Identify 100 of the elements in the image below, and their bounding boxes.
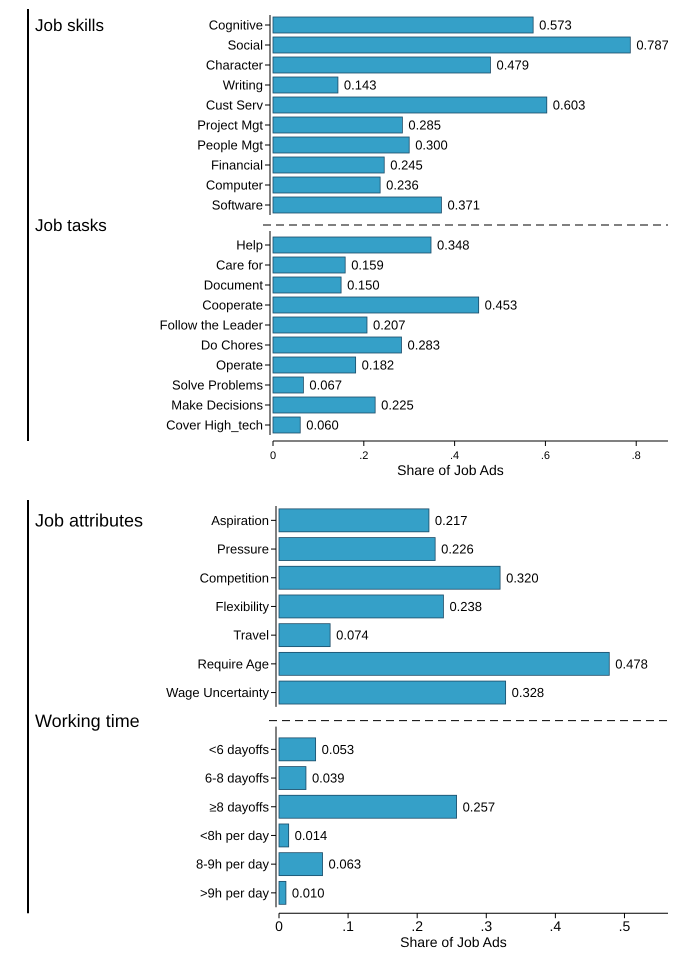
data-label: 0.226 — [441, 542, 474, 557]
y-tick-label: Follow the Leader — [160, 318, 264, 333]
bar — [272, 36, 631, 54]
y-tick-label: >9h per day — [200, 885, 270, 900]
bar — [272, 196, 442, 214]
data-label: 0.060 — [306, 418, 339, 433]
y-tick-label: Financial — [210, 158, 264, 173]
bar — [272, 16, 534, 34]
data-label: 0.039 — [312, 770, 344, 786]
data-label: 0.320 — [506, 570, 539, 586]
bar — [272, 156, 385, 174]
y-tick-label: Wage Uncertainty — [166, 685, 270, 700]
y-tick-label: ≥8 dayoffs — [209, 799, 270, 814]
bar — [278, 852, 323, 876]
bar — [272, 76, 338, 94]
bar — [272, 356, 356, 374]
y-tick-label: Document — [204, 278, 264, 293]
x-tick-label: 0 — [270, 450, 276, 462]
x-axis-title: Share of Job Ads — [400, 934, 507, 950]
data-label: 0.257 — [462, 799, 496, 814]
y-tick-label: Do Chores — [200, 338, 264, 353]
bar — [278, 566, 500, 590]
data-label: 0.063 — [328, 856, 362, 872]
bar — [272, 276, 342, 294]
y-tick-label: Project Mgt — [197, 118, 264, 133]
data-label: 0.225 — [381, 398, 414, 413]
data-label: 0.010 — [292, 885, 324, 900]
y-tick-label: Character — [206, 58, 264, 73]
y-tick-label: Care for — [216, 258, 264, 273]
y-tick-label: Make Decisions — [171, 398, 264, 413]
bar — [278, 594, 444, 618]
x-tick-label: 0 — [275, 918, 284, 934]
text: Working time — [35, 710, 140, 731]
bar — [272, 336, 402, 354]
bar — [278, 680, 506, 704]
data-label: 0.236 — [386, 178, 419, 193]
data-label: 0.182 — [362, 358, 394, 373]
data-label: 0.150 — [347, 278, 380, 293]
data-label: 0.328 — [512, 685, 544, 700]
data-label: 0.283 — [407, 338, 440, 353]
bar — [272, 116, 403, 134]
x-tick-label: .1 — [342, 918, 354, 934]
data-label: 0.453 — [484, 298, 518, 313]
x-tick-label: .8 — [632, 450, 641, 462]
bar — [272, 256, 346, 274]
bar — [272, 236, 432, 254]
data-label: 0.285 — [408, 118, 441, 133]
bar — [272, 396, 376, 414]
data-label: 0.245 — [390, 158, 423, 173]
y-tick-label: 6-8 dayoffs — [204, 770, 270, 786]
bar — [278, 652, 610, 676]
y-tick-label: Require Age — [197, 656, 269, 672]
y-tick-label: Cust Serv — [206, 98, 264, 113]
x-tick-label: .6 — [540, 450, 550, 462]
data-label: 0.074 — [336, 628, 369, 643]
y-tick-label: Aspiration — [211, 512, 269, 528]
x-tick-label: .5 — [618, 918, 631, 934]
data-label: 0.014 — [294, 828, 328, 843]
data-label: 0.217 — [434, 512, 468, 528]
data-label: 0.159 — [351, 258, 384, 273]
text: Job attributes — [35, 510, 144, 531]
y-tick-label: <8h per day — [200, 828, 270, 843]
data-label: 0.053 — [322, 742, 354, 757]
bar — [278, 880, 286, 905]
bar — [278, 537, 436, 561]
y-tick-label: Cooperate — [202, 298, 263, 313]
bar — [278, 508, 430, 532]
text: Job tasks — [35, 216, 107, 235]
y-tick-label: Travel — [233, 628, 270, 643]
x-axis-title: Share of Job Ads — [397, 462, 504, 478]
y-tick-label: Pressure — [216, 542, 269, 557]
data-label: 0.207 — [372, 318, 406, 333]
y-tick-label: 8-9h per day — [196, 856, 270, 872]
x-tick-label: .4 — [550, 918, 562, 934]
y-tick-label: Computer — [206, 178, 264, 193]
text: Job skills — [35, 16, 104, 35]
y-tick-label: Cognitive — [208, 18, 263, 33]
bar — [278, 737, 316, 762]
data-label: 0.143 — [344, 78, 376, 93]
y-tick-label: Software — [212, 198, 263, 213]
bar — [278, 623, 331, 648]
x-tick-label: .4 — [450, 450, 460, 462]
data-label: 0.300 — [415, 138, 448, 153]
bar — [272, 376, 304, 394]
data-label: 0.238 — [449, 599, 482, 614]
data-label: 0.478 — [615, 656, 648, 672]
y-tick-label: Cover High_tech — [166, 418, 263, 433]
y-tick-label: People Mgt — [197, 138, 264, 153]
x-tick-label: .2 — [359, 450, 368, 462]
bar — [272, 416, 301, 434]
y-tick-label: Social — [228, 38, 264, 53]
bar — [278, 824, 290, 848]
data-label: 0.787 — [636, 38, 669, 53]
y-tick-label: Writing — [222, 78, 263, 93]
bar — [278, 794, 457, 819]
data-label: 0.348 — [437, 238, 470, 253]
bar — [272, 296, 480, 314]
y-tick-label: Solve Problems — [172, 378, 264, 393]
data-label: 0.479 — [496, 58, 530, 73]
bar — [272, 316, 368, 334]
